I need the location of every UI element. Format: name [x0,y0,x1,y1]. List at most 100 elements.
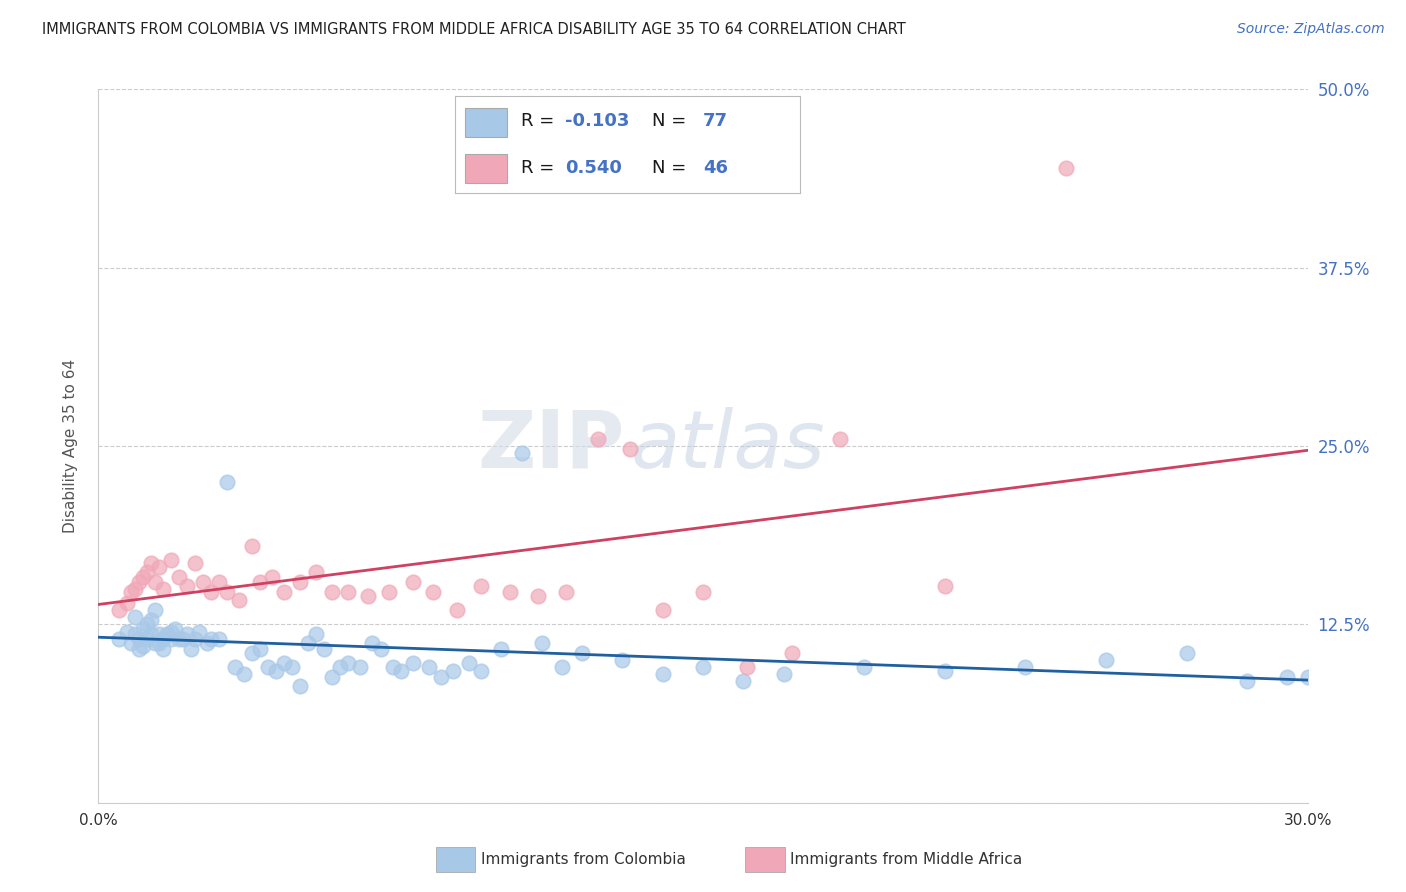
Point [772,667,794,681]
Point [651,603,673,617]
Point [321,670,343,684]
Point [132,622,155,636]
Point [208,632,231,646]
Point [184,556,207,570]
Point [172,632,194,646]
Point [240,539,263,553]
Point [195,636,218,650]
Point [152,641,174,656]
Point [692,584,714,599]
Point [337,656,360,670]
Point [458,656,481,670]
Point [132,639,155,653]
Point [357,589,380,603]
Point [217,584,239,599]
Point [281,660,304,674]
Point [288,574,311,589]
Point [256,660,278,674]
Point [305,565,328,579]
Point [139,556,162,570]
Point [305,627,328,641]
Point [143,574,166,589]
Text: ZIP: ZIP [477,407,624,485]
Point [737,660,759,674]
Point [200,632,222,646]
Point [780,646,803,660]
Point [115,596,138,610]
Point [160,624,183,639]
Point [934,579,956,593]
Point [1296,670,1319,684]
Point [571,646,593,660]
Point [148,636,170,650]
Point [853,660,876,674]
Point [143,603,166,617]
Point [128,632,150,646]
Point [180,641,202,656]
Point [692,660,714,674]
Point [418,660,440,674]
Point [176,627,198,641]
Point [1014,660,1036,674]
Point [135,617,157,632]
Point [491,641,513,656]
Point [422,584,444,599]
Point [402,656,425,670]
Point [124,582,146,596]
Point [148,560,170,574]
Point [120,584,142,599]
Text: Immigrants from Middle Africa: Immigrants from Middle Africa [790,853,1022,867]
Point [135,632,157,646]
Point [148,627,170,641]
Point [934,665,956,679]
Point [612,653,634,667]
Y-axis label: Disability Age 35 to 64: Disability Age 35 to 64 [63,359,77,533]
Point [124,610,146,624]
Point [124,627,146,641]
Point [337,584,360,599]
Point [586,432,609,446]
Point [132,570,155,584]
Point [314,641,336,656]
Text: IMMIGRANTS FROM COLOMBIA VS IMMIGRANTS FROM MIDDLE AFRICA DISABILITY AGE 35 TO 6: IMMIGRANTS FROM COLOMBIA VS IMMIGRANTS F… [42,22,905,37]
Point [377,584,399,599]
Point [430,670,453,684]
Point [288,679,311,693]
Point [828,432,851,446]
Point [249,641,271,656]
Point [510,446,533,460]
Point [619,442,641,456]
Point [163,622,186,636]
Point [1175,646,1198,660]
Point [107,603,129,617]
Point [1095,653,1118,667]
Point [128,641,150,656]
Text: Source: ZipAtlas.com: Source: ZipAtlas.com [1237,22,1385,37]
Point [160,632,183,646]
Point [156,627,179,641]
Point [139,613,162,627]
Point [264,665,287,679]
Point [551,660,574,674]
Point [249,574,271,589]
Point [228,593,250,607]
Point [329,660,352,674]
Point [498,584,520,599]
Point [128,574,150,589]
Point [120,636,142,650]
Point [176,579,198,593]
Point [115,624,138,639]
Point [441,665,464,679]
Point [733,674,755,689]
Point [273,656,295,670]
Point [224,660,246,674]
Point [470,579,492,593]
Point [651,667,673,681]
Point [297,636,319,650]
Point [152,582,174,596]
Point [370,641,392,656]
Point [232,667,254,681]
Point [381,660,404,674]
Point [260,570,283,584]
Point [160,553,183,567]
